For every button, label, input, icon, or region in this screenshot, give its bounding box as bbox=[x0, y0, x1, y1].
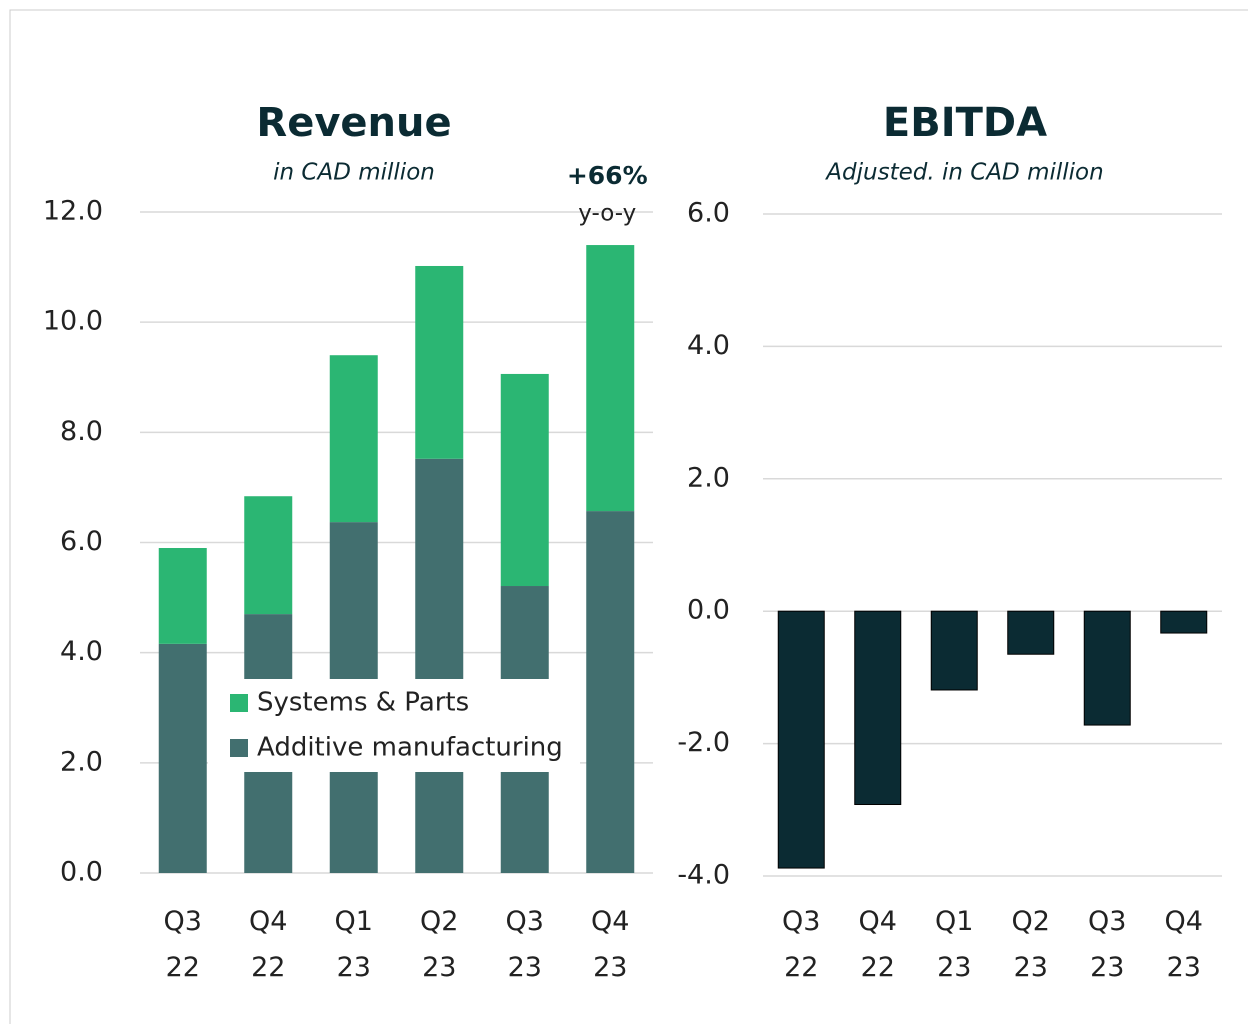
x-tick-label: Q1 23 bbox=[935, 906, 974, 983]
bar-segment bbox=[586, 511, 635, 873]
y-tick-label: 12.0 bbox=[43, 196, 103, 227]
bar bbox=[854, 610, 902, 806]
x-tick-label: Q1 23 bbox=[334, 906, 373, 983]
x-tick-label: Q4 22 bbox=[249, 906, 288, 983]
x-tick-label: Q4 23 bbox=[591, 906, 630, 983]
chart-title: EBITDA bbox=[883, 100, 1047, 146]
bar bbox=[1160, 610, 1208, 634]
annotation: +66% bbox=[567, 161, 648, 190]
y-tick-label: 0.0 bbox=[60, 857, 103, 888]
bar-segment bbox=[329, 355, 378, 523]
bar-segment bbox=[415, 265, 464, 459]
y-tick-label: -2.0 bbox=[677, 727, 730, 758]
x-tick-label: Q3 22 bbox=[782, 906, 821, 983]
y-tick-label: 8.0 bbox=[60, 416, 103, 447]
annotation-sub: y-o-y bbox=[578, 201, 636, 227]
bar-segment bbox=[244, 496, 293, 615]
bar-segment bbox=[158, 643, 207, 873]
y-tick-label: 6.0 bbox=[687, 198, 730, 229]
y-tick-label: 2.0 bbox=[687, 462, 730, 493]
chart-subtitle: in CAD million bbox=[273, 160, 435, 186]
bar bbox=[1083, 610, 1131, 726]
y-tick-label: 0.0 bbox=[687, 595, 730, 626]
x-tick-label: Q3 22 bbox=[163, 906, 202, 983]
y-tick-label: 2.0 bbox=[60, 746, 103, 777]
x-tick-label: Q4 22 bbox=[858, 906, 897, 983]
x-tick-label: Q2 23 bbox=[1011, 906, 1050, 983]
y-tick-label: 4.0 bbox=[687, 330, 730, 361]
y-tick-label: 4.0 bbox=[60, 636, 103, 667]
bar-segment bbox=[586, 245, 635, 512]
x-tick-label: Q3 23 bbox=[1088, 906, 1127, 983]
bar-segment bbox=[500, 373, 549, 587]
legend-swatch bbox=[230, 694, 248, 712]
y-tick-label: 6.0 bbox=[60, 526, 103, 557]
x-tick-label: Q3 23 bbox=[505, 906, 544, 983]
y-tick-label: 10.0 bbox=[43, 306, 103, 337]
bar bbox=[930, 610, 978, 691]
chart-title: Revenue bbox=[256, 100, 451, 146]
bar-segment bbox=[415, 458, 464, 873]
bar-segment bbox=[158, 548, 207, 644]
bar bbox=[1007, 610, 1055, 655]
chart-subtitle: Adjusted. in CAD million bbox=[824, 160, 1103, 186]
bar bbox=[777, 610, 825, 869]
x-tick-label: Q2 23 bbox=[420, 906, 459, 983]
legend-label: Systems & Parts bbox=[257, 688, 469, 718]
x-tick-label: Q4 23 bbox=[1164, 906, 1203, 983]
legend-box bbox=[208, 679, 580, 772]
legend-swatch bbox=[230, 739, 248, 757]
y-tick-label: -4.0 bbox=[677, 860, 730, 891]
legend-label: Additive manufacturing bbox=[257, 733, 563, 763]
